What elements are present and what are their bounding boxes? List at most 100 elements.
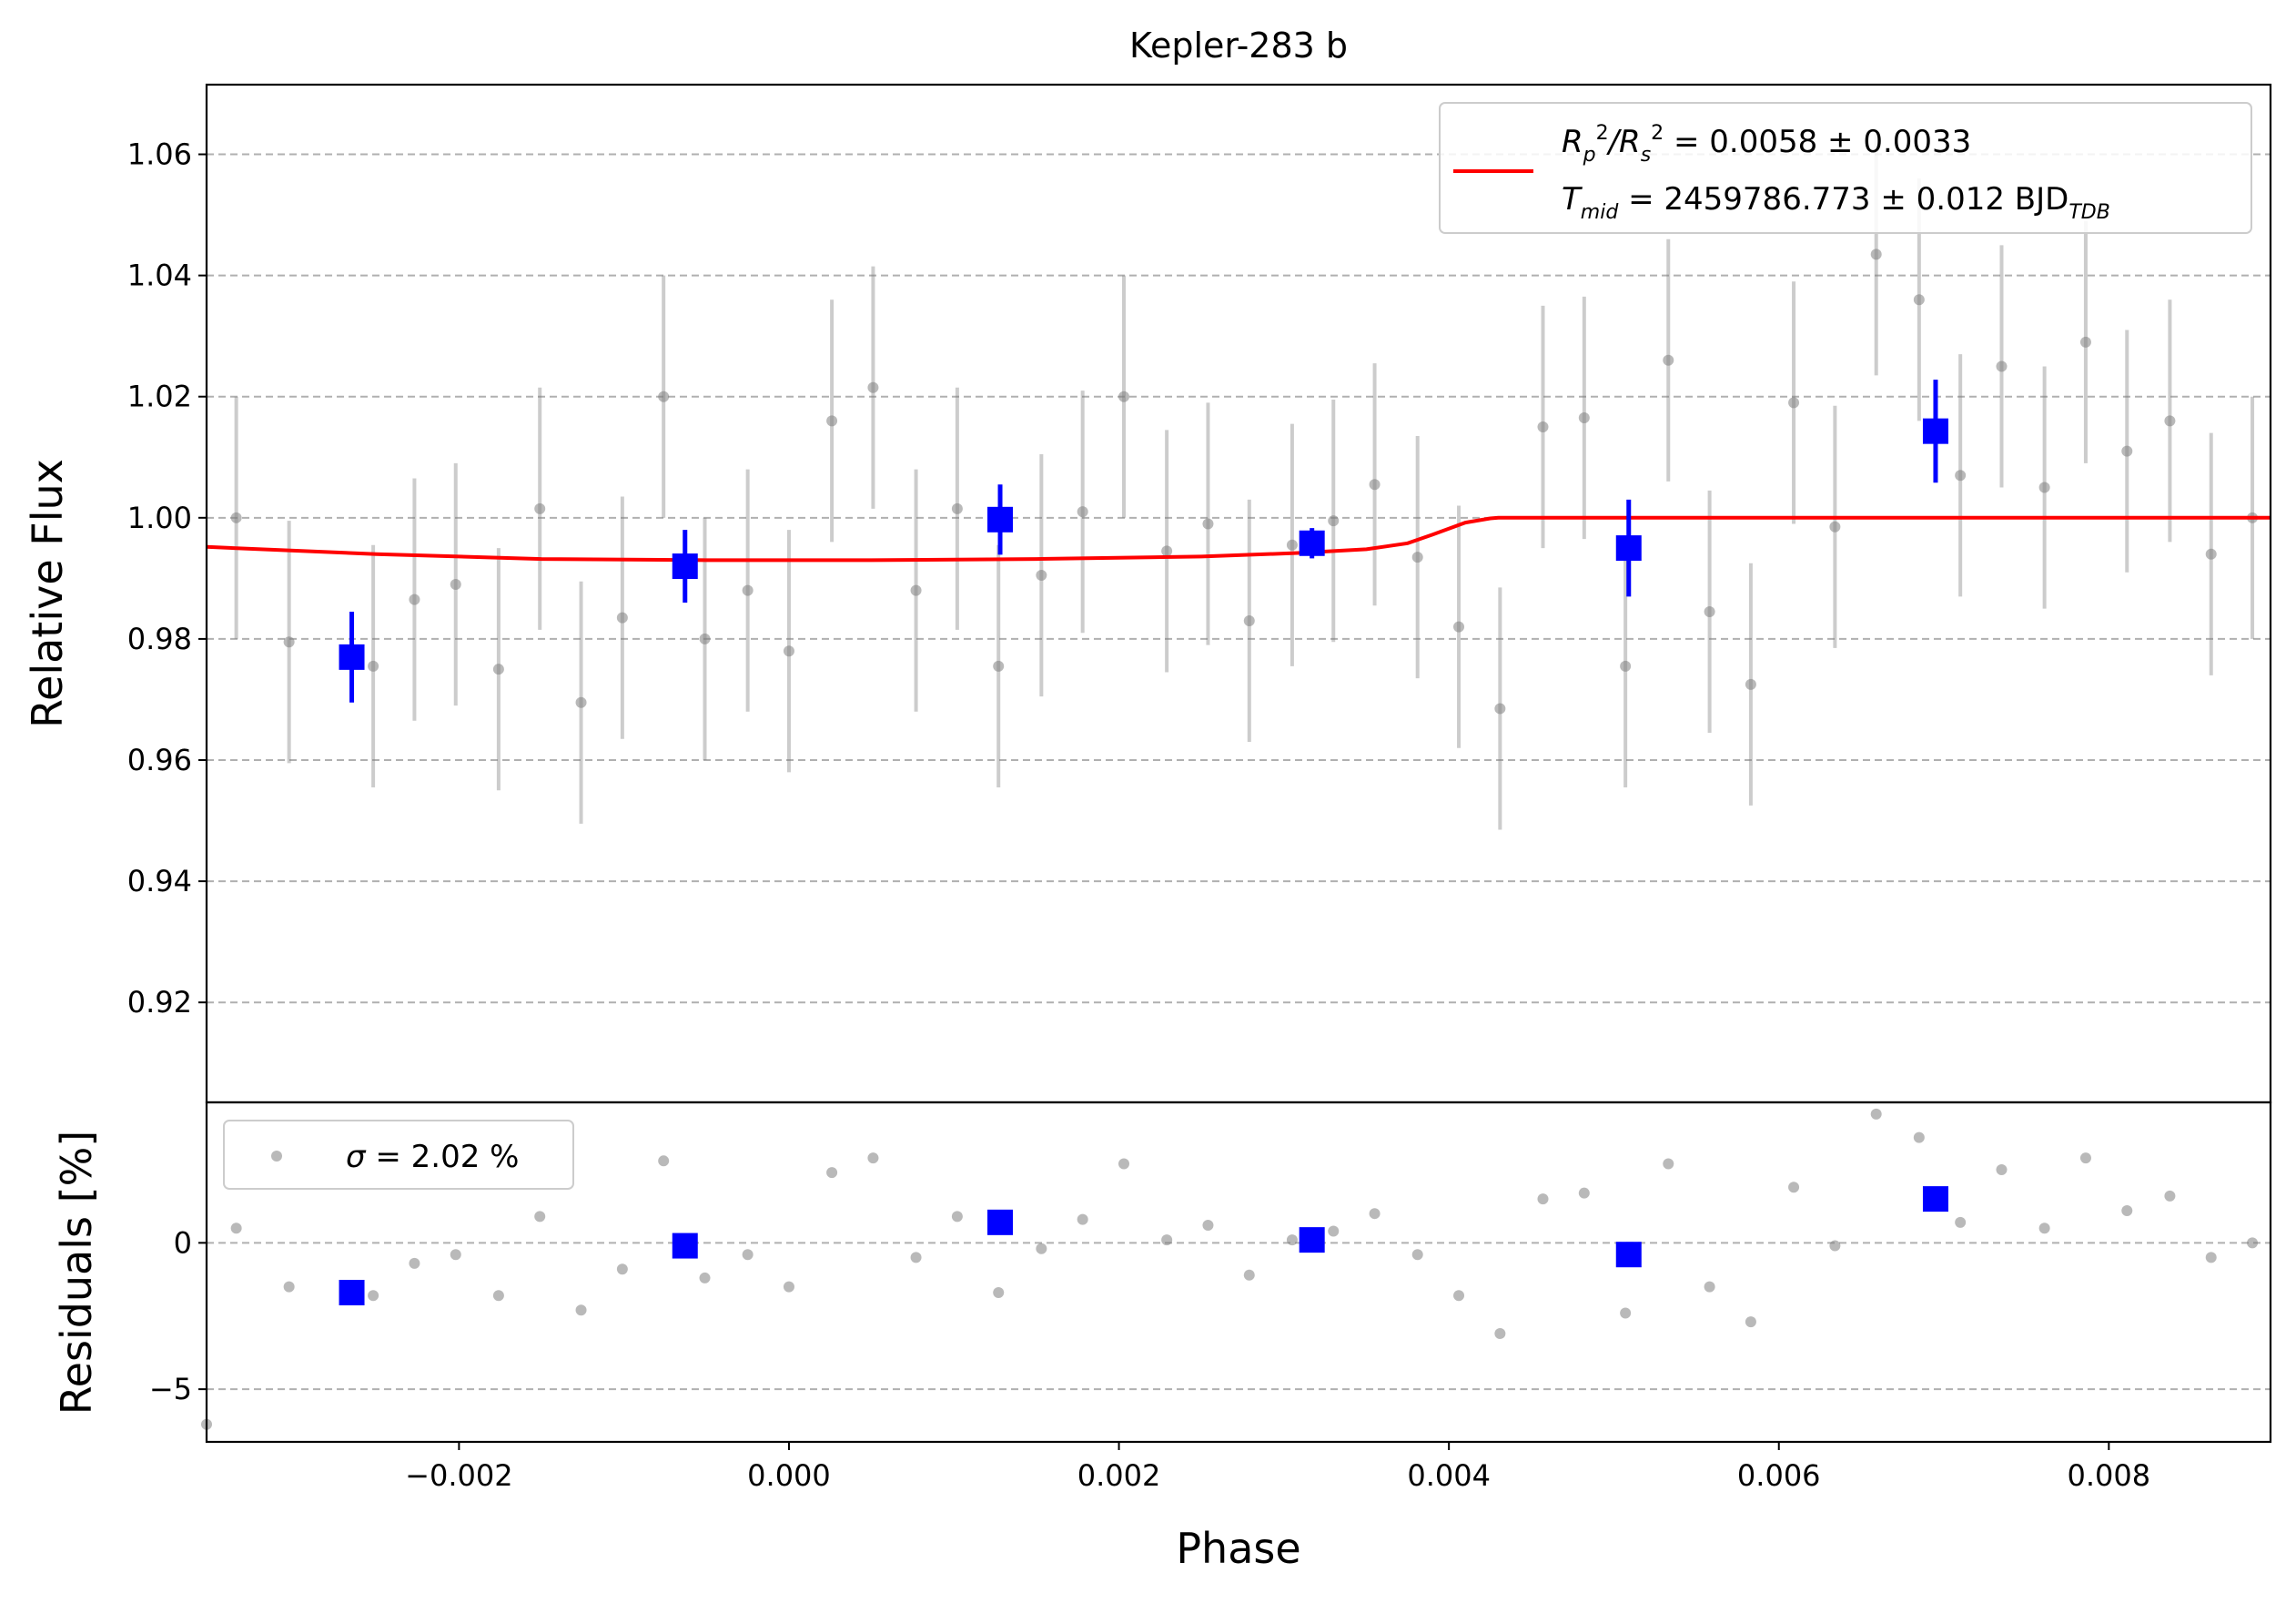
residual-point [1286, 1234, 1298, 1246]
flux-data-point [2038, 482, 2050, 493]
flux-data-point [951, 502, 963, 514]
flux-data-point [1996, 360, 2008, 372]
phase-x-ticks: −0.002 0.000 0.002 0.004 0.006 0.008 [405, 1442, 2150, 1493]
legend-tmid: Tmid = 2459786.773 ± 0.012 BJDTDB [1562, 181, 2110, 224]
residual-point [1202, 1220, 1214, 1232]
residual-point [2205, 1252, 2217, 1263]
legend-sigma: σ = 2.02 % [346, 1139, 519, 1175]
residual-point [910, 1252, 922, 1263]
flux-data-point [910, 584, 922, 596]
residual-point [1118, 1158, 1129, 1170]
flux-data-point [1788, 397, 1800, 409]
residual-point [492, 1290, 504, 1302]
residual-point [368, 1290, 379, 1302]
flux-errorbars [234, 133, 2255, 830]
residual-point [1494, 1328, 1506, 1340]
flux-data-point [993, 660, 1005, 672]
residual-point [658, 1155, 670, 1167]
flux-data-point [1328, 515, 1340, 527]
flux-y-tick-label: 0.94 [127, 864, 192, 898]
flux-y-tick-label: 1.02 [127, 380, 192, 414]
flux-data-point [1286, 539, 1298, 551]
residual-point [1788, 1182, 1800, 1193]
flux-y-tick-label: 0.92 [127, 985, 192, 1020]
residual-point [1996, 1163, 2008, 1175]
flux-data-point [230, 512, 242, 523]
flux-y-tick-label: 1.06 [127, 137, 192, 172]
residual-point [409, 1257, 420, 1269]
residual-point [2247, 1237, 2259, 1249]
residual-point [283, 1281, 295, 1293]
flux-binned-point [1615, 535, 1642, 562]
flux-binned-point [987, 506, 1014, 533]
residual-points [201, 1108, 2259, 1430]
flux-data-point [1829, 521, 1841, 533]
flux-data-point [2079, 336, 2091, 348]
flux-data-point [1704, 605, 1715, 617]
flux-y-tick-label: 1.04 [127, 259, 192, 293]
residual-binned-point [1299, 1227, 1325, 1253]
flux-data-point [1578, 412, 1590, 424]
flux-data-point [450, 579, 461, 591]
flux-binned-point [1299, 530, 1325, 556]
flux-data-point [1955, 470, 1967, 482]
residual-point [230, 1223, 242, 1234]
legend-radius-ratio: Rp2/Rs2 = 0.0058 ± 0.0033 [1562, 122, 1971, 167]
flux-y-axis-label: Relative Flux [23, 459, 72, 728]
flux-binned-point [1922, 418, 1948, 444]
flux-data-point [867, 381, 879, 393]
flux-data-point [2121, 445, 2133, 457]
flux-data-point [1494, 703, 1506, 715]
residual-point [2121, 1204, 2133, 1216]
flux-data-point [1745, 678, 1756, 690]
residual-point [993, 1287, 1005, 1299]
flux-y-tick-label: 1.00 [127, 501, 192, 535]
flux-data-point [2205, 548, 2217, 560]
residual-point [699, 1272, 711, 1283]
residual-point [1704, 1281, 1715, 1293]
residual-point [2079, 1152, 2091, 1164]
residual-point [1745, 1316, 1756, 1328]
flux-data-point [699, 633, 711, 644]
residuals-legend-marker [271, 1151, 282, 1162]
flux-gridlines [207, 153, 2271, 1004]
residual-point [1913, 1131, 1925, 1143]
flux-data-point [1663, 354, 1674, 366]
flux-data-point [658, 391, 670, 402]
flux-data-point [1077, 506, 1088, 518]
flux-y-tick-label: 0.96 [127, 743, 192, 777]
residual-point [1578, 1187, 1590, 1199]
flux-data-point [1411, 552, 1423, 563]
residual-point [575, 1304, 587, 1316]
residuals-panel-frame [205, 1101, 2272, 1444]
flux-data-point [534, 502, 546, 514]
residual-binned-point [1922, 1186, 1948, 1212]
flux-data-point [1453, 621, 1465, 633]
flux-data-point [283, 636, 295, 648]
residual-point [1328, 1225, 1340, 1237]
residuals-gridlines [207, 1242, 2271, 1391]
residual-point [2164, 1190, 2176, 1202]
residual-binned-point [339, 1280, 365, 1306]
residuals-y-axis-label: Residuals [%] [52, 1131, 101, 1415]
flux-legend: Rp2/Rs2 = 0.0058 ± 0.0033 Tmid = 2459786… [1439, 102, 2252, 234]
residuals-legend: σ = 2.02 % [223, 1120, 574, 1190]
flux-legend-box [1439, 102, 2252, 234]
flux-data-point [1118, 391, 1129, 402]
flux-data-point [492, 664, 504, 675]
phase-x-tick-label: 0.006 [1737, 1458, 1821, 1493]
residual-point [1411, 1249, 1423, 1261]
residual-point [1453, 1290, 1465, 1302]
residual-point [1077, 1213, 1088, 1225]
flux-data-point [826, 415, 838, 427]
flux-binned-point [339, 644, 365, 670]
residuals-y-tick-label: −5 [149, 1372, 192, 1406]
flux-binned-points [339, 380, 1948, 703]
flux-data-point [1620, 660, 1632, 672]
phase-x-tick-label: 0.002 [1077, 1458, 1161, 1493]
flux-y-tick-label: 0.98 [127, 622, 192, 656]
phase-x-tick-label: 0.008 [2068, 1458, 2151, 1493]
residual-point [1036, 1243, 1047, 1254]
residual-point [534, 1211, 546, 1223]
flux-data-point [1161, 545, 1173, 557]
